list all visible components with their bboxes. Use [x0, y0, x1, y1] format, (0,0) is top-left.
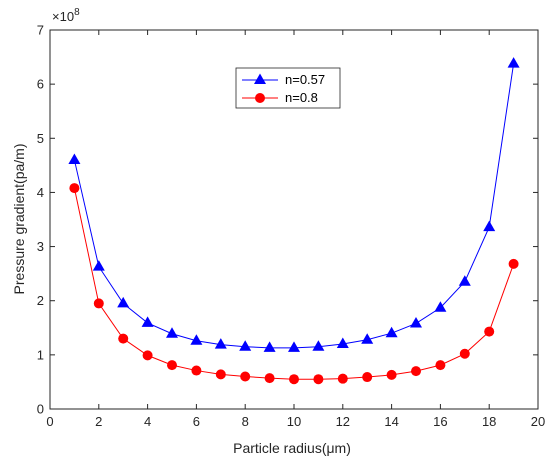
series-0-point-6 [214, 338, 227, 349]
y-tick-label-7: 7 [37, 23, 44, 38]
legend: n=0.57 n=0.8 [235, 67, 341, 109]
series-0-point-15 [434, 301, 447, 312]
y-tick-label-3: 3 [37, 239, 44, 254]
x-tick-label-2: 4 [144, 414, 151, 429]
x-tick-label-1: 2 [95, 414, 102, 429]
series-0-point-8 [263, 341, 276, 352]
y-tick-label-5: 5 [37, 131, 44, 146]
y-tick-label-6: 6 [37, 77, 44, 92]
series-1-point-7 [240, 371, 251, 382]
series-0-point-14 [410, 316, 422, 328]
series-1 [69, 183, 519, 385]
series-1-point-5 [191, 365, 202, 376]
y-axis: 0 1 2 3 4 5 6 7 [37, 23, 538, 417]
series-0-point-11 [336, 337, 349, 349]
series-1-point-11 [337, 373, 348, 384]
x-axis: 0 2 4 6 8 10 12 14 16 18 20 [46, 30, 545, 429]
y-multiplier-exponent: 8 [74, 7, 80, 18]
x-tick-label-8: 16 [433, 414, 447, 429]
x-tick-label-5: 10 [287, 414, 301, 429]
x-tick-label-0: 0 [46, 414, 53, 429]
series-1-point-13 [386, 369, 397, 380]
series-0-point-17 [483, 220, 496, 232]
y-tick-label-1: 1 [37, 347, 44, 362]
series-1-point-4 [167, 360, 177, 371]
y-tick-label-0: 0 [37, 402, 44, 417]
series-1-point-0 [69, 183, 80, 194]
series-0 [68, 57, 520, 352]
legend-box [235, 67, 341, 109]
series-0-point-4 [166, 327, 178, 338]
x-tick-label-10: 20 [531, 414, 545, 429]
series-0-point-3 [141, 316, 154, 327]
series-0-point-7 [239, 340, 252, 351]
series-1-point-8 [264, 373, 275, 384]
series-1-point-18 [508, 258, 519, 269]
series-0-point-1 [92, 260, 105, 271]
legend-label-0: n=0.57 [285, 72, 325, 87]
series-1-point-16 [459, 348, 470, 359]
series-1-point-14 [411, 366, 421, 377]
series-0-point-10 [312, 340, 325, 351]
y-axis-label: Pressure gradient(pa/m) [11, 144, 27, 295]
series-1-point-6 [215, 369, 226, 380]
series-0-point-9 [288, 341, 300, 352]
y-tick-label-2: 2 [37, 293, 44, 308]
series-0-point-12 [361, 333, 374, 344]
x-tick-label-4: 8 [242, 414, 249, 429]
y-multiplier-base: ×10 [52, 9, 74, 24]
series-1-point-10 [313, 374, 324, 385]
series-0-point-13 [385, 326, 398, 338]
series-1-point-15 [435, 360, 446, 371]
series-0-point-18 [507, 57, 520, 68]
series-0-point-2 [117, 296, 130, 308]
legend-marker-0 [254, 73, 266, 84]
x-tick-label-3: 6 [193, 414, 200, 429]
series-1-point-9 [289, 374, 299, 385]
y-tick-label-4: 4 [37, 185, 44, 200]
legend-marker-1 [255, 93, 265, 103]
series-layer [68, 57, 520, 385]
series-0-point-0 [68, 153, 81, 164]
legend-label-1: n=0.8 [285, 90, 318, 105]
series-1-point-2 [118, 333, 129, 344]
x-axis-label: Particle radius(μm) [233, 440, 351, 456]
series-1-point-3 [142, 350, 153, 361]
y-axis-multiplier: ×108 [52, 7, 80, 24]
series-0-point-5 [190, 334, 203, 345]
x-tick-label-7: 14 [384, 414, 398, 429]
series-1-point-1 [93, 298, 104, 309]
x-tick-label-6: 12 [336, 414, 350, 429]
series-0-point-16 [458, 275, 471, 286]
series-1-point-17 [484, 326, 495, 337]
series-1-point-12 [362, 372, 373, 383]
x-tick-label-9: 18 [482, 414, 496, 429]
